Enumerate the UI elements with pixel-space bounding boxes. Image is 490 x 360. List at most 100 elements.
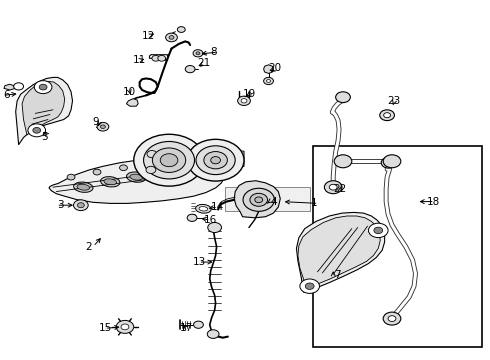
Circle shape [336,92,350,103]
Circle shape [34,81,52,94]
Circle shape [238,96,250,105]
Circle shape [187,214,197,221]
Circle shape [169,36,174,39]
Text: 5: 5 [42,132,49,142]
Text: 15: 15 [98,323,112,333]
Circle shape [208,222,221,233]
Circle shape [147,150,157,158]
Polygon shape [264,65,273,73]
Polygon shape [234,181,280,218]
Circle shape [194,321,203,328]
Circle shape [207,330,219,338]
Circle shape [33,127,41,133]
Circle shape [384,113,391,118]
Text: 20: 20 [269,63,282,73]
Circle shape [100,125,105,129]
Circle shape [77,203,84,208]
Circle shape [300,279,319,293]
Ellipse shape [196,204,211,213]
Text: 16: 16 [203,215,217,225]
Bar [313,146,482,347]
Circle shape [196,52,200,55]
Text: 23: 23 [387,96,400,106]
Text: 13: 13 [193,257,206,267]
Text: 4: 4 [270,197,277,207]
Circle shape [120,165,127,171]
Text: 12: 12 [142,31,155,41]
Polygon shape [22,81,65,135]
Text: 6: 6 [3,90,10,100]
Circle shape [177,27,185,32]
Circle shape [380,110,394,121]
Circle shape [264,77,273,85]
Circle shape [158,55,166,61]
Circle shape [74,200,88,211]
Circle shape [146,161,153,167]
Circle shape [28,124,46,137]
Ellipse shape [153,168,172,179]
Polygon shape [126,99,138,106]
Text: 14: 14 [211,202,224,212]
Ellipse shape [156,171,169,176]
Polygon shape [298,216,380,288]
Text: 21: 21 [197,58,210,68]
Text: 3: 3 [57,200,64,210]
Ellipse shape [130,174,143,180]
Circle shape [211,157,220,164]
Circle shape [305,283,314,289]
Circle shape [196,146,235,175]
Circle shape [14,83,24,90]
Circle shape [146,166,156,174]
Circle shape [160,154,178,167]
Text: 2: 2 [86,242,93,252]
Circle shape [97,122,109,131]
Text: 17: 17 [180,323,193,333]
Circle shape [255,197,263,203]
Circle shape [67,174,75,180]
Text: 8: 8 [211,47,218,57]
Polygon shape [16,77,73,145]
Circle shape [152,148,186,172]
Polygon shape [225,187,310,211]
Circle shape [93,169,101,175]
Circle shape [166,33,177,42]
Circle shape [152,55,160,61]
Circle shape [388,316,396,321]
Ellipse shape [126,172,146,182]
Circle shape [250,193,268,206]
Circle shape [324,181,342,194]
Circle shape [187,139,244,181]
Circle shape [172,159,179,165]
Circle shape [267,80,270,82]
Circle shape [121,324,129,330]
Polygon shape [146,150,244,169]
Ellipse shape [199,207,208,211]
Circle shape [134,134,204,186]
Circle shape [193,50,203,57]
Circle shape [39,84,47,90]
Ellipse shape [77,184,90,190]
Text: 1: 1 [311,198,318,208]
Text: 10: 10 [122,87,136,97]
Polygon shape [296,212,385,292]
Circle shape [116,320,134,333]
Circle shape [329,184,337,190]
Circle shape [185,66,195,73]
Circle shape [241,99,247,103]
Text: 22: 22 [333,184,346,194]
Circle shape [368,223,388,238]
Text: 7: 7 [334,270,341,280]
Ellipse shape [104,179,117,185]
Text: 9: 9 [92,117,99,127]
Ellipse shape [74,182,93,192]
Text: 11: 11 [133,55,147,65]
Circle shape [243,188,274,211]
Ellipse shape [100,177,120,187]
Polygon shape [49,158,224,203]
Circle shape [383,312,401,325]
Circle shape [144,141,195,179]
Circle shape [204,152,227,169]
Polygon shape [4,84,15,90]
Text: 19: 19 [243,89,256,99]
Circle shape [381,157,396,168]
